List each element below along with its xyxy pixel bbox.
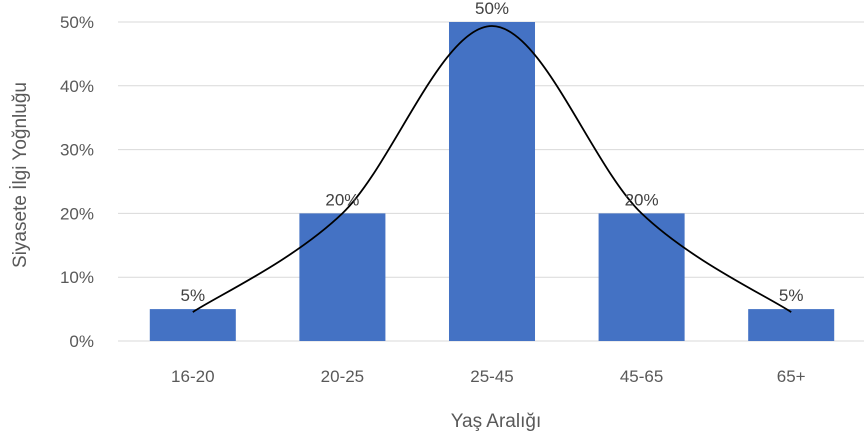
data-label: 20% bbox=[625, 190, 659, 209]
y-tick-label: 30% bbox=[60, 141, 94, 160]
y-tick-label: 50% bbox=[60, 13, 94, 32]
trend-curve bbox=[192, 25, 792, 313]
y-tick-label: 20% bbox=[60, 204, 94, 223]
bar bbox=[748, 309, 835, 341]
data-label: 50% bbox=[475, 0, 509, 18]
data-label: 5% bbox=[779, 286, 804, 305]
x-axis-ticks: 16-20 20-25 25-45 45-65 65+ bbox=[171, 367, 806, 386]
y-tick-label: 10% bbox=[60, 268, 94, 287]
x-tick-label: 65+ bbox=[777, 367, 806, 386]
bars bbox=[149, 22, 835, 341]
bar bbox=[448, 22, 536, 341]
x-axis-title: Yaş Aralığı bbox=[451, 411, 541, 432]
y-axis-ticks: 0% 10% 20% 30% 40% 50% bbox=[60, 13, 94, 351]
y-tick-label: 0% bbox=[69, 332, 94, 351]
x-tick-label: 45-65 bbox=[620, 367, 663, 386]
bar bbox=[598, 213, 685, 341]
data-label: 20% bbox=[325, 190, 359, 209]
bar bbox=[299, 213, 386, 341]
x-tick-label: 25-45 bbox=[470, 367, 513, 386]
data-labels: 5% 20% 50% 20% 5% bbox=[181, 0, 804, 305]
data-label: 5% bbox=[181, 286, 206, 305]
x-tick-label: 20-25 bbox=[321, 367, 364, 386]
x-tick-label: 16-20 bbox=[171, 367, 214, 386]
y-tick-label: 40% bbox=[60, 77, 94, 96]
bar bbox=[149, 309, 236, 341]
y-axis-title: Siyasete İlgi Yoğnluğu bbox=[10, 82, 31, 268]
